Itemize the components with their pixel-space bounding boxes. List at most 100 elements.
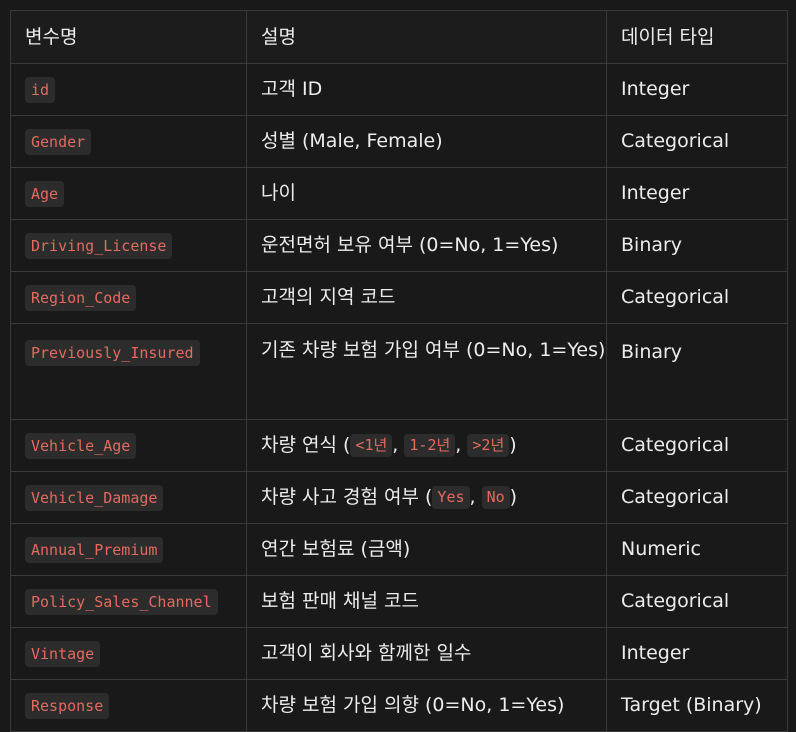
type-text: Categorical	[621, 130, 730, 152]
variable-code: Policy_Sales_Channel	[25, 589, 218, 615]
header-description: 설명	[246, 10, 607, 64]
table-row: Driving_License 운전면허 보유 여부 (0=No, 1=Yes)…	[10, 219, 788, 272]
table-row: id 고객 ID Integer	[10, 63, 788, 116]
variable-cell: Annual_Premium	[10, 523, 247, 576]
description-text: 나이	[261, 182, 296, 204]
type-text: Integer	[621, 642, 690, 664]
inline-code-value: Yes	[432, 486, 470, 509]
variable-code: id	[25, 77, 56, 103]
description-text: 연간 보험료 (금액)	[261, 538, 411, 560]
type-cell: Integer	[606, 627, 788, 680]
variable-code: Previously_Insured	[25, 340, 200, 366]
inline-code-value: No	[481, 486, 510, 509]
table-row: Vehicle_Age 차량 연식 (<1년, 1-2년, >2년) Categ…	[10, 419, 788, 472]
variable-cell: Policy_Sales_Channel	[10, 575, 247, 628]
table-header-row: 변수명 설명 데이터 타입	[10, 10, 788, 64]
table-row: Previously_Insured 기존 차량 보험 가입 여부 (0=No,…	[10, 323, 788, 420]
variable-cell: Vehicle_Damage	[10, 471, 247, 524]
description-text: 고객 ID	[261, 78, 323, 100]
variable-code: Vehicle_Damage	[25, 485, 164, 511]
description-text: 고객이 회사와 함께한 일수	[261, 642, 472, 664]
table-row: Policy_Sales_Channel 보험 판매 채널 코드 Categor…	[10, 575, 788, 628]
description-text: 운전면허 보유 여부 (0=No, 1=Yes)	[261, 234, 559, 256]
type-text: Categorical	[621, 590, 730, 612]
variable-cell: id	[10, 63, 247, 116]
variable-code: Response	[25, 693, 110, 719]
type-cell: Integer	[606, 167, 788, 220]
variable-code: Region_Code	[25, 285, 137, 311]
variable-code: Age	[25, 181, 65, 207]
type-cell: Target (Binary)	[606, 679, 788, 732]
type-cell: Integer	[606, 63, 788, 116]
description-text: 차량 보험 가입 의향 (0=No, 1=Yes)	[261, 694, 565, 716]
type-cell: Numeric	[606, 523, 788, 576]
type-cell: Categorical	[606, 471, 788, 524]
variable-table: 변수명 설명 데이터 타입 id 고객 ID Integer Gender 성별…	[10, 10, 788, 732]
table-row: Response 차량 보험 가입 의향 (0=No, 1=Yes) Targe…	[10, 679, 788, 732]
inline-code-value: 1-2년	[404, 434, 456, 457]
table-row: Age 나이 Integer	[10, 167, 788, 220]
header-data-type: 데이터 타입	[606, 10, 788, 64]
variable-cell: Age	[10, 167, 247, 220]
separator-comma: ,	[455, 434, 468, 456]
variable-cell: Gender	[10, 115, 247, 168]
description-cell: 나이	[246, 167, 607, 220]
separator-comma: ,	[392, 434, 405, 456]
description-cell: 보험 판매 채널 코드	[246, 575, 607, 628]
variable-code: Annual_Premium	[25, 537, 164, 563]
variable-cell: Vintage	[10, 627, 247, 680]
description-cell: 고객이 회사와 함께한 일수	[246, 627, 607, 680]
type-text: Integer	[621, 182, 690, 204]
separator-comma: ,	[469, 486, 482, 508]
variable-cell: Vehicle_Age	[10, 419, 247, 472]
table-row: Vintage 고객이 회사와 함께한 일수 Integer	[10, 627, 788, 680]
type-cell: Categorical	[606, 115, 788, 168]
variable-code: Vehicle_Age	[25, 433, 137, 459]
description-cell: 운전면허 보유 여부 (0=No, 1=Yes)	[246, 219, 607, 272]
type-cell: Binary	[606, 219, 788, 272]
variable-code: Vintage	[25, 641, 101, 667]
type-cell: Binary	[606, 323, 788, 420]
table-row: Vehicle_Damage 차량 사고 경험 여부 (Yes, No) Cat…	[10, 471, 788, 524]
type-text: Numeric	[621, 538, 701, 560]
description-cell: 연간 보험료 (금액)	[246, 523, 607, 576]
variable-table-container: 변수명 설명 데이터 타입 id 고객 ID Integer Gender 성별…	[10, 10, 788, 732]
description-cell: 고객 ID	[246, 63, 607, 116]
description-cell: 차량 연식 (<1년, 1-2년, >2년)	[246, 419, 607, 472]
inline-code-value: >2년	[467, 434, 510, 457]
type-cell: Categorical	[606, 419, 788, 472]
description-cell: 성별 (Male, Female)	[246, 115, 607, 168]
type-text: Integer	[621, 78, 690, 100]
variable-cell: Region_Code	[10, 271, 247, 324]
variable-cell: Previously_Insured	[10, 323, 247, 420]
type-text: Categorical	[621, 286, 730, 308]
description-text: 고객의 지역 코드	[261, 286, 396, 308]
table-row: Region_Code 고객의 지역 코드 Categorical	[10, 271, 788, 324]
table-row: Annual_Premium 연간 보험료 (금액) Numeric	[10, 523, 788, 576]
table-row: Gender 성별 (Male, Female) Categorical	[10, 115, 788, 168]
variable-code: Gender	[25, 129, 92, 155]
description-text: 보험 판매 채널 코드	[261, 590, 419, 612]
inline-code-value: <1년	[350, 434, 393, 457]
type-text: Categorical	[621, 486, 730, 508]
description-text: 성별 (Male, Female)	[261, 130, 443, 152]
header-variable-name: 변수명	[10, 10, 247, 64]
description-cell: 차량 사고 경험 여부 (Yes, No)	[246, 471, 607, 524]
type-cell: Categorical	[606, 271, 788, 324]
description-prefix: 차량 연식 (	[261, 434, 351, 456]
description-text: 기존 차량 보험 가입 여부 (0=No, 1=Yes)	[261, 339, 606, 361]
description-suffix: )	[509, 486, 518, 508]
type-text: Target (Binary)	[621, 694, 762, 716]
variable-code: Driving_License	[25, 233, 173, 259]
variable-cell: Response	[10, 679, 247, 732]
type-text: Categorical	[621, 434, 730, 456]
description-cell: 차량 보험 가입 의향 (0=No, 1=Yes)	[246, 679, 607, 732]
type-text: Binary	[621, 234, 683, 256]
variable-cell: Driving_License	[10, 219, 247, 272]
description-prefix: 차량 사고 경험 여부 (	[261, 486, 433, 508]
description-suffix: )	[509, 434, 517, 456]
type-text: Binary	[621, 341, 683, 363]
description-cell: 고객의 지역 코드	[246, 271, 607, 324]
type-cell: Categorical	[606, 575, 788, 628]
description-cell: 기존 차량 보험 가입 여부 (0=No, 1=Yes)	[246, 323, 607, 420]
